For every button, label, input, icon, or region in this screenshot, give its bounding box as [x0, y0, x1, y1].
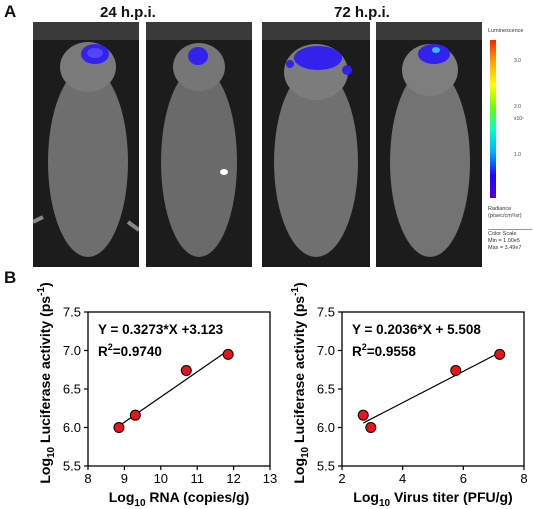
color-scale-tick: 3.0: [514, 58, 521, 64]
x-tick-label: 6: [460, 471, 467, 486]
y-tick-label: 5.5: [63, 459, 81, 474]
y-tick-label: 7.0: [317, 343, 335, 358]
y-axis-label: Log10 Luciferase activity (ps-1): [290, 282, 311, 483]
mouse-image-72h-1: [262, 22, 370, 267]
x-tick-label: 8: [520, 471, 527, 486]
y-tick-label: 6.0: [63, 420, 81, 435]
x-tick-label: 2: [338, 471, 345, 486]
data-point: [113, 422, 125, 433]
x-tick-label: 8: [84, 471, 91, 486]
data-point: [357, 409, 369, 421]
color-scale-unit-2: (p/sec/cm²/sr): [488, 213, 522, 219]
y-axis-label: Log10 Luciferase activity (ps-1): [36, 282, 57, 483]
y-tick-label: 6.5: [317, 382, 335, 397]
color-scale-tick: 1.0: [514, 152, 521, 158]
chart-titer-vs-luciferase: 2 4 6 8 5.5 6.0 6.5 7.0 7.5 Y = 0.2036*X + 5.508 R…: [290, 282, 528, 509]
mouse-image-72h-2: [376, 22, 482, 267]
data-point: [365, 422, 377, 433]
data-point: [450, 365, 462, 377]
y-tick-label: 7.5: [63, 305, 81, 320]
y-tick-label: 7.0: [63, 343, 81, 358]
r-squared: R2=0.9740: [98, 342, 162, 359]
x-tick-label: 9: [121, 471, 128, 486]
color-scale-unit-1: Radiance: [488, 206, 512, 212]
regression-equation: Y = 0.3273*X +3.123: [98, 322, 224, 337]
x-tick-label: 4: [399, 471, 406, 486]
mouse-image-24h-2: [146, 22, 252, 267]
color-scale-min: Min = 1.00e5: [488, 238, 520, 244]
regression-equation: Y = 0.2036*X + 5.508: [352, 322, 481, 337]
r-squared: R2=0.9558: [352, 342, 416, 359]
color-scale: Luminescence 3.0 2.0 x10⁷ 1.0 Radiance (…: [484, 24, 532, 264]
x-axis-label: Log10 RNA (copies/g): [109, 489, 250, 509]
x-tick-label: 13: [263, 471, 277, 486]
y-tick-label: 5.5: [317, 459, 335, 474]
data-point: [180, 365, 192, 377]
mouse-image-24h-1: [33, 22, 139, 267]
y-tick-label: 6.5: [63, 382, 81, 397]
color-scale-footer-title: Color Scale: [488, 229, 532, 237]
y-tick-label: 6.0: [317, 420, 335, 435]
data-point: [129, 409, 141, 421]
color-scale-exponent: x10⁷: [514, 116, 524, 122]
panel-a-label: A: [4, 2, 17, 21]
data-point: [222, 348, 234, 360]
chart-rna-vs-luciferase: 8 9 10 11 12 13 5.5 6.0 6.5 7.0 7.5 Y = 0.3273*X +3…: [36, 282, 277, 509]
x-tick-label: 10: [154, 471, 168, 486]
color-scale-tick: 2.0: [514, 104, 521, 110]
regression-line: [362, 351, 501, 424]
panel-b-label: B: [4, 268, 17, 287]
x-tick-label: 12: [226, 471, 240, 486]
data-point: [494, 348, 506, 360]
color-scale-bar: [490, 40, 496, 198]
color-scale-max: Max = 3.49e7: [488, 245, 522, 251]
timepoint-24h-label: 24 h.p.i.: [100, 4, 156, 21]
timepoint-72h-label: 72 h.p.i.: [334, 4, 390, 21]
color-scale-title: Luminescence: [488, 28, 524, 34]
y-tick-label: 7.5: [317, 305, 335, 320]
x-axis-label: Log10 Virus titer (PFU/g): [353, 489, 512, 509]
x-tick-label: 11: [190, 471, 204, 486]
